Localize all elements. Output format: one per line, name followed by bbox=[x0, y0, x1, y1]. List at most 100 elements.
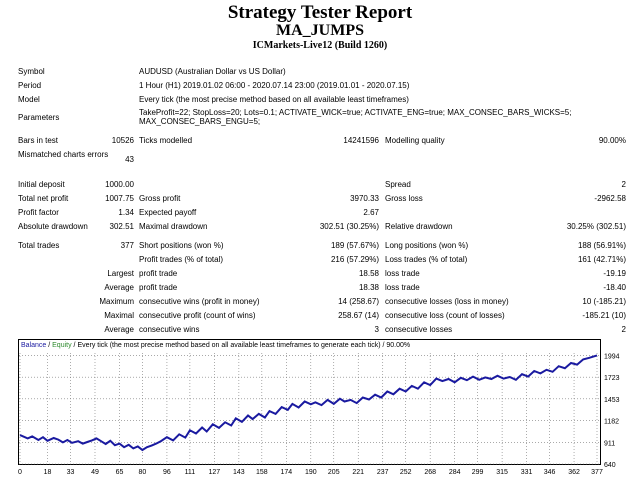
y-tick-label: 1453 bbox=[604, 397, 620, 404]
initial-deposit-value: 1000.00 bbox=[105, 180, 134, 189]
chart-grid bbox=[19, 353, 600, 465]
maximal-label: Maximal bbox=[104, 311, 134, 320]
spread-label: Spread bbox=[385, 180, 411, 189]
chart-title: Balance / Equity / Every tick (the most … bbox=[21, 342, 410, 349]
model-label: Model bbox=[18, 95, 40, 104]
x-tick-label: 96 bbox=[163, 469, 171, 476]
avg-wins-label: consecutive wins bbox=[139, 325, 200, 334]
largest-loss-label: loss trade bbox=[385, 269, 420, 278]
max-wins-label: consecutive wins (profit in money) bbox=[139, 297, 260, 306]
x-tick-label: 346 bbox=[544, 469, 556, 476]
x-tick-label: 111 bbox=[185, 469, 196, 476]
x-tick-label: 331 bbox=[521, 469, 533, 476]
average-loss-label: loss trade bbox=[385, 283, 420, 292]
gross-profit-label: Gross profit bbox=[139, 194, 181, 203]
x-tick-label: 237 bbox=[377, 469, 389, 476]
y-tick-label: 1994 bbox=[604, 353, 620, 360]
short-positions-value: 189 (57.67%) bbox=[330, 241, 379, 250]
avg-consecutive-label: Average bbox=[104, 325, 134, 334]
avg-losses-value: 2 bbox=[621, 325, 626, 334]
abs-drawdown-value: 302.51 bbox=[109, 222, 134, 231]
legend-equity: Equity bbox=[52, 342, 72, 349]
parameters-label: Parameters bbox=[18, 113, 60, 122]
plot-frame bbox=[18, 339, 601, 465]
server-build: ICMarkets-Live12 (Build 1260) bbox=[252, 40, 388, 51]
loss-trades-label: Loss trades (% of total) bbox=[385, 255, 468, 264]
max-losses-label: consecutive losses (loss in money) bbox=[385, 297, 509, 306]
rel-drawdown-value: 30.25% (302.51) bbox=[566, 222, 626, 231]
x-tick-label: 252 bbox=[400, 469, 412, 476]
x-tick-label: 65 bbox=[116, 469, 124, 476]
net-profit-value: 1007.75 bbox=[105, 194, 134, 203]
x-tick-label: 80 bbox=[139, 469, 147, 476]
average-profit-value: 18.38 bbox=[358, 283, 379, 292]
modelling-value: 90.00% bbox=[598, 136, 626, 145]
x-tick-label: 143 bbox=[233, 469, 245, 476]
avg-losses-label: consecutive losses bbox=[385, 325, 453, 334]
modelling-label: Modelling quality bbox=[385, 136, 445, 145]
max-wins-value: 14 (258.67) bbox=[338, 297, 379, 306]
max-drawdown-label: Maximal drawdown bbox=[139, 222, 208, 231]
x-tick-label: 0 bbox=[18, 469, 22, 476]
x-tick-label: 284 bbox=[449, 469, 461, 476]
bars-value: 10526 bbox=[111, 136, 134, 145]
y-tick-label: 1182 bbox=[604, 419, 619, 426]
profit-trades-value: 216 (57.29%) bbox=[330, 255, 379, 264]
expert-name: MA_JUMPS bbox=[276, 22, 364, 39]
average-loss-value: -18.40 bbox=[603, 283, 626, 292]
x-tick-label: 299 bbox=[472, 469, 484, 476]
spread-value: 2 bbox=[621, 180, 626, 189]
gross-loss-value: -2962.58 bbox=[594, 194, 626, 203]
x-tick-label: 127 bbox=[209, 469, 221, 476]
largest-loss-value: -19.19 bbox=[603, 269, 626, 278]
legend-sep: / bbox=[46, 342, 52, 349]
largest-profit-value: 18.58 bbox=[358, 269, 379, 278]
bars-label: Bars in test bbox=[18, 136, 59, 145]
balance-series-line bbox=[19, 354, 598, 452]
x-tick-label: 18 bbox=[44, 469, 52, 476]
x-tick-label: 49 bbox=[91, 469, 99, 476]
x-tick-label: 190 bbox=[305, 469, 317, 476]
y-axis-ticks: 1994 1723 1453 1182 911 640 bbox=[604, 353, 620, 469]
expected-payoff-label: Expected payoff bbox=[139, 208, 197, 217]
net-profit-label: Total net profit bbox=[18, 194, 69, 203]
x-tick-label: 377 bbox=[591, 469, 603, 476]
x-tick-label: 205 bbox=[328, 469, 340, 476]
x-tick-label: 174 bbox=[280, 469, 292, 476]
report-title: Strategy Tester Report bbox=[227, 2, 413, 23]
symbol-label: Symbol bbox=[18, 67, 45, 76]
average-label: Average bbox=[104, 283, 134, 292]
y-tick-label: 911 bbox=[604, 440, 615, 447]
profit-trades-label: Profit trades (% of total) bbox=[139, 255, 224, 264]
total-trades-value: 377 bbox=[120, 241, 134, 250]
x-tick-label: 315 bbox=[496, 469, 508, 476]
maximal-loss-label: consecutive loss (count of losses) bbox=[385, 311, 505, 320]
maximal-profit-label: consecutive profit (count of wins) bbox=[139, 311, 256, 320]
parameters-value: TakeProfit=22; StopLoss=20; Lots=0.1; AC… bbox=[139, 108, 572, 126]
balance-chart-svg: Balance / Equity / Every tick (the most … bbox=[18, 339, 620, 476]
model-value: Every tick (the most precise method base… bbox=[139, 95, 409, 104]
maximal-profit-value: 258.67 (14) bbox=[338, 311, 379, 320]
ticks-value: 14241596 bbox=[343, 136, 379, 145]
total-trades-label: Total trades bbox=[18, 241, 60, 250]
largest-label: Largest bbox=[107, 269, 134, 278]
gross-loss-label: Gross loss bbox=[385, 194, 423, 203]
largest-profit-label: profit trade bbox=[139, 269, 178, 278]
expected-payoff-value: 2.67 bbox=[363, 208, 379, 217]
x-tick-label: 362 bbox=[568, 469, 580, 476]
initial-deposit-label: Initial deposit bbox=[18, 180, 65, 189]
average-profit-label: profit trade bbox=[139, 283, 178, 292]
y-tick-label: 1723 bbox=[604, 375, 620, 382]
y-tick-label: 640 bbox=[604, 462, 616, 469]
x-tick-label: 221 bbox=[352, 469, 364, 476]
ticks-label: Ticks modelled bbox=[139, 136, 193, 145]
chart-title-rest: / Every tick (the most precise method ba… bbox=[72, 342, 411, 349]
maximum-label: Maximum bbox=[99, 297, 134, 306]
abs-drawdown-label: Absolute drawdown bbox=[18, 222, 88, 231]
symbol-value: AUDUSD (Australian Dollar vs US Dollar) bbox=[139, 67, 286, 76]
balance-chart: Balance / Equity / Every tick (the most … bbox=[18, 339, 634, 477]
loss-trades-value: 161 (42.71%) bbox=[577, 255, 626, 264]
x-tick-label: 33 bbox=[67, 469, 75, 476]
gross-profit-value: 3970.33 bbox=[350, 194, 379, 203]
x-tick-label: 158 bbox=[256, 469, 268, 476]
